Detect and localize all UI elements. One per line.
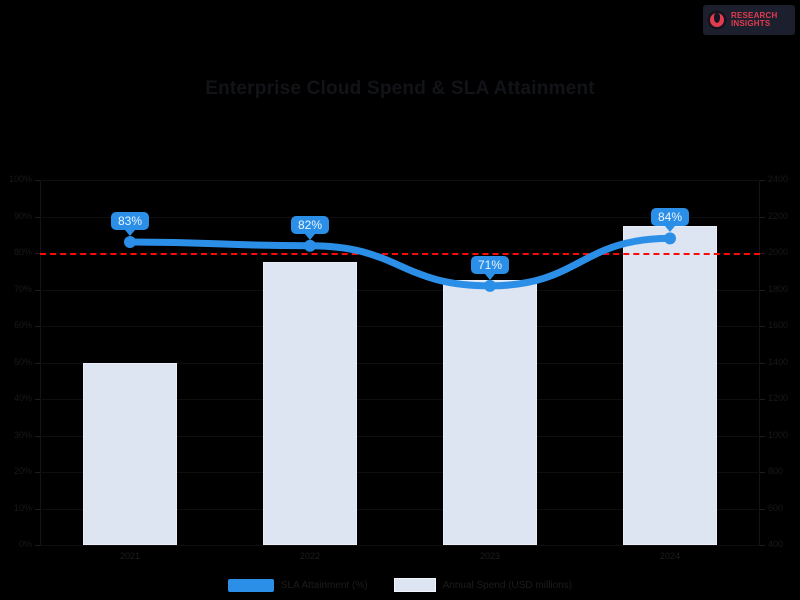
left-axis-tick-label: 70% <box>13 283 32 294</box>
axis-tick <box>35 399 40 400</box>
axis-tick <box>35 545 40 546</box>
axis-tick <box>35 508 40 510</box>
bar[interactable] <box>443 280 537 545</box>
axis-tick <box>760 472 765 473</box>
axis-tick <box>35 362 40 364</box>
axis-tick <box>35 435 40 437</box>
chart-legend: SLA Attainment (%) Annual Spend (USD mil… <box>0 578 800 592</box>
plot-area: 100% 90% 80% 70% 60% 50% 40% 30% 20% 10% 0% 2400 22… <box>9 174 788 561</box>
gridline <box>40 545 760 546</box>
line-series-path <box>126 234 674 290</box>
gridline <box>40 289 760 291</box>
axis-tick <box>35 326 40 327</box>
left-axis-tick-label: 10% <box>13 502 32 513</box>
data-label-callout: 82% <box>290 215 330 240</box>
brand-logo-text: RESEARCH INSIGHTS <box>731 10 778 29</box>
axis-tick <box>760 399 765 400</box>
brand-logo: RESEARCH INSIGHTS <box>703 5 795 35</box>
axis-tick <box>760 326 765 327</box>
left-axis-tick-label: 30% <box>13 429 32 440</box>
x-axis-tick-label: 2024 <box>659 551 681 561</box>
axis-tick <box>760 216 765 218</box>
right-axis-tick-label: 2000 <box>768 247 789 257</box>
right-axis-tick-label: 400 <box>768 539 784 549</box>
reference-line <box>40 253 760 255</box>
right-axis-tick-label: 2400 <box>768 174 789 184</box>
axis-tick <box>760 435 765 437</box>
legend-item-line[interactable]: SLA Attainment (%) <box>227 578 368 592</box>
gridline <box>40 326 760 327</box>
right-axis-tick-label: 800 <box>768 466 784 476</box>
brand-logo-line1: RESEARCH <box>731 10 778 20</box>
line-data-point[interactable] <box>664 232 676 245</box>
axis-tick <box>760 289 765 291</box>
gridline <box>40 508 760 510</box>
right-axis-tick-label: 1000 <box>768 429 789 440</box>
x-axis-tick-label: 2023 <box>479 551 501 561</box>
axis-tick <box>35 216 40 218</box>
chart-title: Enterprise Cloud Spend & SLA Attainment <box>205 78 595 99</box>
axis-tick <box>760 180 765 181</box>
leaf-circle-icon <box>707 10 727 30</box>
left-axis-tick-label: 50% <box>13 356 32 367</box>
left-axis-tick-label: 20% <box>13 466 32 476</box>
left-axis-tick-label: 80% <box>13 247 32 257</box>
right-axis-tick-label: 600 <box>768 502 784 513</box>
left-axis-tick-label: 100% <box>8 174 32 184</box>
bar[interactable] <box>263 262 357 545</box>
line-data-point[interactable] <box>304 239 316 252</box>
line-data-point[interactable] <box>124 236 136 249</box>
gridline <box>40 435 760 437</box>
legend-swatch-bar <box>393 578 436 592</box>
gridline <box>40 399 760 400</box>
x-axis-tick-label: 2021 <box>119 551 141 561</box>
right-axis-tick-label: 1400 <box>768 356 789 367</box>
axis-tick <box>35 253 40 254</box>
axis-tick <box>760 508 765 510</box>
gridline <box>40 180 760 181</box>
axis-tick <box>35 180 40 181</box>
legend-label-line: SLA Attainment (%) <box>280 579 368 591</box>
bar[interactable] <box>83 362 177 545</box>
legend-item-bar[interactable]: Annual Spend (USD millions) <box>393 578 573 592</box>
left-axis-tick-label: 90% <box>13 210 32 221</box>
axis-tick <box>760 362 765 364</box>
left-axis-tick-label: 60% <box>13 320 32 330</box>
left-axis-tick-label: 0% <box>18 539 32 549</box>
brand-logo-line2: INSIGHTS <box>731 19 771 28</box>
data-label-callout: 84% <box>650 208 690 233</box>
gridline <box>40 362 760 364</box>
axis-tick <box>760 253 765 254</box>
gridline <box>40 216 760 218</box>
data-label-callout: 83% <box>110 212 150 237</box>
gridline <box>40 472 760 473</box>
legend-label-bar: Annual Spend (USD millions) <box>442 579 573 591</box>
axis-tick <box>35 472 40 473</box>
left-axis-tick-label: 40% <box>13 393 32 403</box>
right-axis-tick-label: 1200 <box>768 393 789 403</box>
x-axis-tick-label: 2022 <box>299 551 321 561</box>
right-axis-tick-label: 2200 <box>768 210 789 221</box>
right-axis-tick-label: 1600 <box>768 320 789 330</box>
axis-tick <box>760 545 765 546</box>
line-series-layer <box>124 232 676 292</box>
data-label-callout: 71% <box>470 255 510 280</box>
right-axis-tick-label: 1800 <box>768 283 789 294</box>
line-data-point[interactable] <box>484 279 496 292</box>
legend-swatch-line <box>227 578 274 592</box>
axis-tick <box>35 289 40 291</box>
bar[interactable] <box>623 225 717 545</box>
